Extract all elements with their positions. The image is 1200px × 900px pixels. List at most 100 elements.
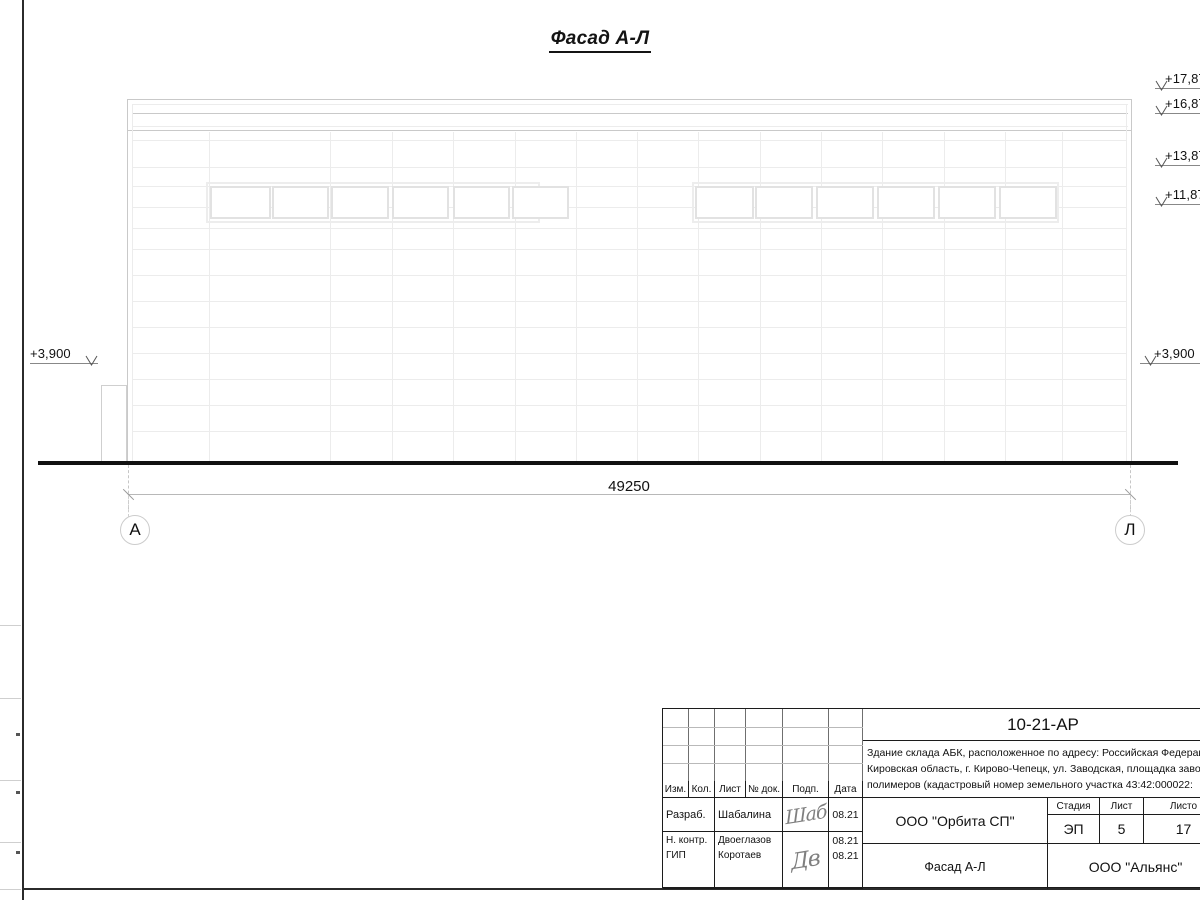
parapet-line [127, 130, 1132, 131]
level-arrow-icon [1144, 354, 1157, 367]
object-description: Здание склада АБК, расположенное по адре… [863, 741, 1200, 798]
revision-row-divider [663, 727, 863, 728]
level-mark-17870: +17,870 [1155, 71, 1200, 99]
level-mark-3900-left: +3,900 [30, 346, 98, 374]
organization: ООО "Альянс" [1048, 844, 1200, 889]
window-pane [877, 186, 935, 219]
cladding-joint [132, 140, 1126, 141]
column-grid-line [698, 132, 699, 462]
window-pane [816, 186, 874, 219]
sheet-name: Фасад А-Л [863, 844, 1048, 889]
sheet-value-text: 5 [1117, 821, 1126, 837]
level-mark-label: +3,900 [1154, 346, 1195, 361]
cladding-joint [132, 353, 1126, 354]
column-header-list: Лист [715, 781, 746, 798]
object-description-line3: полимеров (кадастровый номер земельного … [867, 779, 1193, 791]
level-arrow-icon [1155, 195, 1168, 208]
cladding-joint [132, 275, 1126, 276]
building-inner-edge [132, 104, 133, 462]
sheet-name-text: Фасад А-Л [924, 859, 986, 874]
column-grid-line [1005, 132, 1006, 462]
column-grid-line [392, 132, 393, 462]
left-margin-stamp-row [0, 699, 21, 781]
building-inner-edge [1126, 104, 1127, 462]
column-grid-line [576, 132, 577, 462]
role-gip: ГИП [663, 849, 715, 889]
building-left-edge [127, 99, 128, 462]
column-grid-line [330, 132, 331, 462]
document-code-text: 10-21-АР [1007, 714, 1079, 734]
column-grid-line [1062, 132, 1063, 462]
building-right-edge [1131, 99, 1132, 462]
window-pane [210, 186, 271, 219]
axis-bubble-l[interactable]: Л [1115, 515, 1145, 545]
window-pane [755, 186, 813, 219]
column-header-kol: Кол. [689, 781, 715, 798]
stage-header: Стадия [1048, 798, 1100, 815]
level-arrow-icon [85, 354, 98, 367]
ground-line [38, 461, 1178, 465]
document-code: 10-21-АР [863, 709, 1200, 741]
sheets-value-text: 17 [1175, 821, 1192, 837]
axis-stem-left [128, 495, 129, 517]
left-margin-stamp-row [0, 843, 21, 890]
revision-row-divider [663, 763, 863, 764]
left-margin-stamp-row [0, 626, 21, 699]
overall-dimension-line [128, 494, 1130, 495]
object-description-line1: Здание склада АБК, расположенное по адре… [867, 747, 1200, 759]
cladding-joint [132, 167, 1126, 168]
page-title: Фасад А-Л [0, 28, 1200, 53]
sheet-header: Лист [1100, 798, 1144, 815]
sheet-frame-left-border [22, 0, 24, 900]
page-title-text: Фасад А-Л [548, 28, 652, 53]
overall-dimension-label: 49250 [608, 478, 650, 495]
column-header-podp: Подп. [783, 781, 829, 798]
level-mark-label: +16,870 [1165, 96, 1200, 111]
signature-razrab: Шаб [783, 798, 829, 832]
cladding-joint [132, 379, 1126, 380]
sheets-header: Листо [1144, 798, 1200, 815]
window-pane [695, 186, 754, 219]
column-grid-line [453, 132, 454, 462]
level-mark-3900-right: +3,900 [1140, 346, 1200, 374]
stage-value: ЭП [1048, 815, 1100, 844]
entrance-annex [101, 385, 127, 462]
window-pane [272, 186, 329, 219]
axis-bubble-a[interactable]: А [120, 515, 150, 545]
cladding-joint [132, 327, 1126, 328]
level-arrow-icon [1155, 104, 1168, 117]
signature-glyph: Дв [790, 845, 821, 875]
date-gip: 08.21 [829, 849, 863, 889]
stage-value-text: ЭП [1063, 821, 1084, 837]
window-pane [392, 186, 449, 219]
column-grid-line [515, 132, 516, 462]
level-mark-11870: +11,870 [1155, 187, 1200, 215]
level-mark-13870: +13,870 [1155, 148, 1200, 176]
column-grid-line [637, 132, 638, 462]
left-margin-stamp-row [0, 781, 21, 843]
cladding-joint [132, 405, 1126, 406]
parapet-line [133, 126, 1128, 127]
title-block: Изм. Кол. Лист № док. Подп. Дата Разраб.… [662, 708, 1200, 889]
axis-bubble-label: А [129, 520, 141, 539]
window-band-right [692, 182, 1059, 223]
design-company: ООО "Орбита СП" [863, 798, 1048, 844]
date-nkontr: 08.21 [829, 832, 863, 849]
parapet-line [127, 99, 1132, 100]
window-pane [512, 186, 569, 219]
role-nkontr: Н. контр. [663, 832, 715, 849]
cladding-joint [132, 249, 1126, 250]
name-nkontr: Двоеглазов [715, 832, 783, 849]
left-margin-stamp [0, 625, 21, 890]
signature-glyph: Шаб [784, 800, 827, 829]
revision-row-divider [663, 745, 863, 746]
cladding-joint [132, 301, 1126, 302]
window-pane [938, 186, 996, 219]
window-pane [331, 186, 389, 219]
level-arrow-icon [1155, 156, 1168, 169]
parapet-line [133, 113, 1128, 114]
column-grid-line [944, 132, 945, 462]
sheet-frame-bottom-border [22, 888, 1200, 890]
